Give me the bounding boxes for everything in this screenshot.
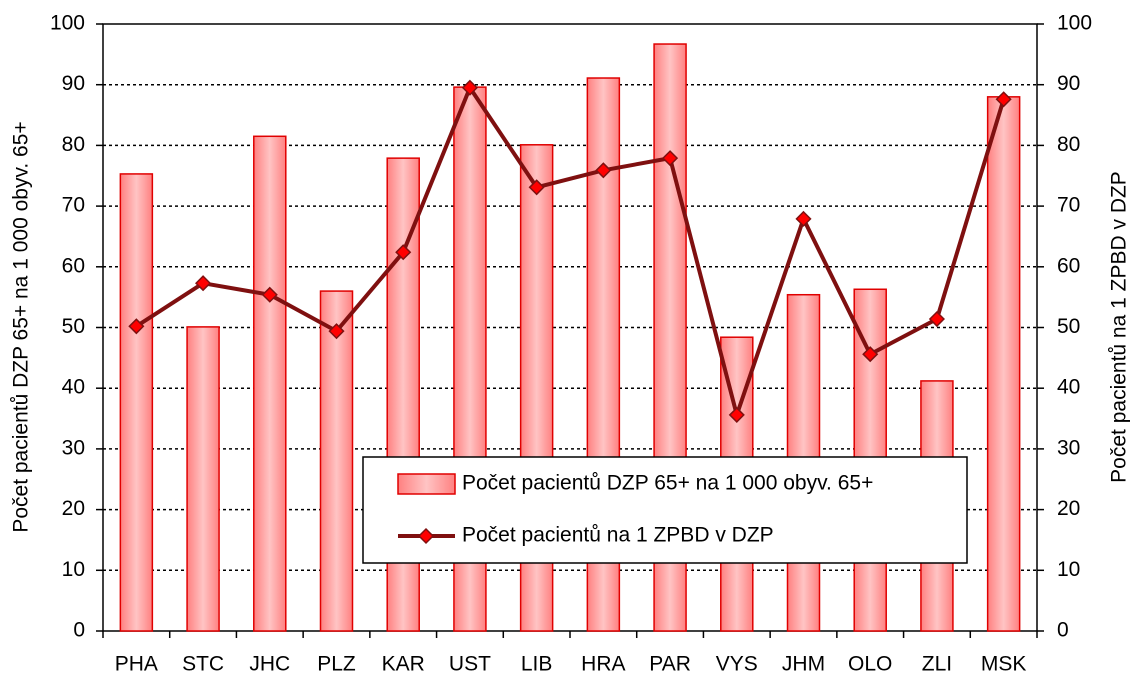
x-tick-label: KAR (382, 653, 425, 676)
line-marker (461, 79, 478, 96)
x-tick-label: PAR (649, 653, 691, 676)
y-tick-label: 100 (50, 12, 85, 35)
x-tick-label: PLZ (317, 653, 356, 676)
y-tick-label: 70 (62, 194, 85, 217)
y2-tick-label: 50 (1057, 315, 1080, 338)
x-tick-label: UST (449, 653, 491, 676)
line-marker (928, 310, 945, 328)
y2-tick-label: 60 (1057, 254, 1080, 277)
bar (986, 96, 1021, 632)
x-tick-label: PHA (115, 653, 158, 676)
line-marker (662, 150, 679, 167)
bar (253, 135, 287, 632)
y2-tick-label: 0 (1057, 619, 1069, 642)
x-tick-label: VYS (716, 653, 758, 676)
bar (119, 173, 154, 632)
line-marker (862, 346, 879, 363)
line (135, 85, 1006, 417)
line-marker (195, 275, 212, 292)
x-tick-label: HRA (581, 653, 625, 676)
x-tick-label: JHM (782, 653, 825, 676)
line-marker (395, 244, 412, 261)
y2-axis-title: Počet pacientů na 1 ZPBD v DZP (1108, 171, 1131, 483)
y2-tick-label: 100 (1057, 12, 1092, 35)
y-tick-label: 20 (62, 497, 85, 520)
y-tick-label: 30 (62, 436, 85, 459)
line-marker (261, 286, 278, 303)
line-marker (128, 318, 145, 335)
y2-tick-label: 10 (1057, 558, 1080, 581)
x-tick-label: ZLI (922, 653, 952, 676)
legend-marker (417, 527, 435, 545)
y-axis-title: Počet pacientů DZP 65+ na 1 000 obyv. 65… (10, 121, 33, 532)
y-tick-label: 10 (62, 558, 85, 581)
y2-tick-label: 30 (1057, 436, 1080, 459)
legend-label: Počet pacientů DZP 65+ na 1 000 obyv. 65… (462, 472, 873, 495)
x-tick-label: LIB (521, 653, 553, 676)
bar (319, 290, 354, 632)
x-tick-label: JHC (249, 653, 290, 676)
x-tick-label: MSK (981, 653, 1027, 676)
y2-tick-label: 90 (1057, 72, 1080, 95)
y-tick-label: 90 (62, 72, 85, 95)
x-tick-label: STC (182, 653, 224, 676)
line-marker (328, 323, 345, 340)
y-tick-label: 50 (62, 315, 85, 338)
y2-tick-label: 40 (1057, 376, 1080, 399)
line-marker (995, 91, 1012, 108)
line-marker (528, 179, 545, 196)
y2-tick-label: 80 (1057, 133, 1080, 156)
line-marker (728, 406, 745, 423)
x-tick-label: OLO (848, 653, 892, 676)
y-tick-label: 60 (62, 254, 85, 277)
y2-tick-label: 20 (1057, 497, 1080, 520)
y-tick-label: 80 (62, 133, 85, 156)
y-tick-label: 40 (62, 376, 85, 399)
legend (362, 456, 968, 564)
y2-tick-label: 70 (1057, 194, 1080, 217)
line-marker (795, 210, 812, 227)
y-tick-label: 0 (73, 619, 85, 642)
legend-label: Počet pacientů na 1 ZPBD v DZP (462, 524, 774, 547)
bar (186, 326, 220, 632)
line-marker (595, 162, 612, 179)
legend-swatch (397, 473, 456, 495)
